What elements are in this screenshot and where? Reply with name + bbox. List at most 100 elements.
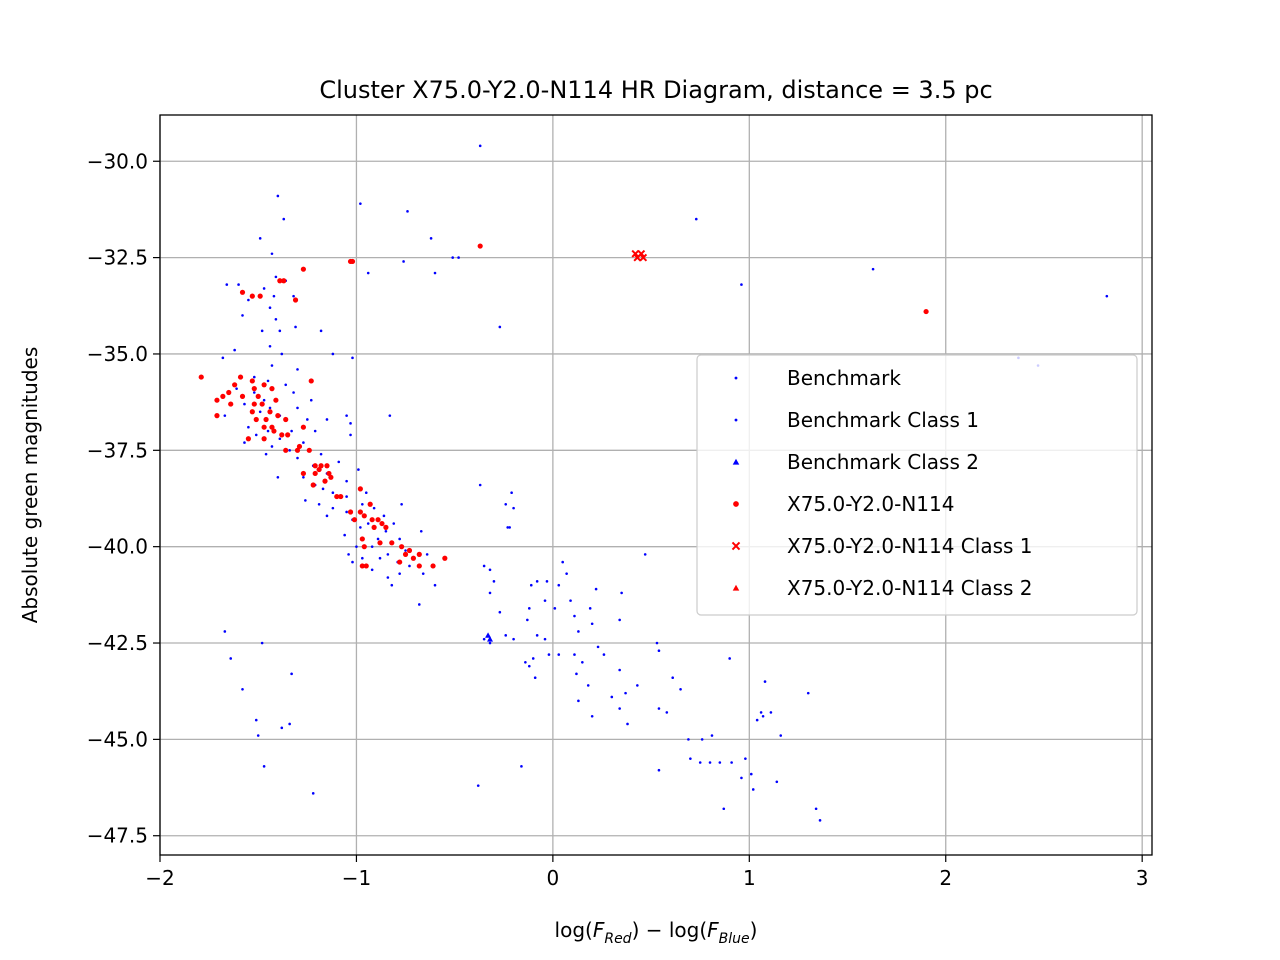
- data-point: [243, 441, 246, 444]
- y-tick-label: −32.5: [87, 246, 148, 270]
- data-point: [527, 607, 531, 610]
- data-point: [249, 378, 255, 384]
- data-point: [700, 738, 704, 741]
- data-point: [283, 447, 289, 453]
- data-point: [364, 491, 368, 495]
- data-point: [633, 253, 642, 262]
- data-point: [687, 738, 690, 741]
- data-point: [442, 555, 448, 561]
- data-point: [594, 587, 598, 591]
- data-point: [268, 306, 272, 310]
- data-point: [338, 493, 344, 500]
- data-point: [283, 416, 289, 423]
- legend: Benchmark Benchmark Class 1 Benchmark Clas…: [696, 354, 1138, 616]
- data-point: [618, 668, 621, 672]
- data-point: [266, 379, 270, 383]
- data-point: [386, 553, 390, 556]
- data-point: [259, 401, 265, 407]
- data-point: [331, 506, 335, 510]
- data-point: [322, 478, 328, 484]
- data-point: [557, 583, 561, 587]
- data-point: [361, 513, 367, 519]
- data-point: [543, 637, 547, 641]
- data-point: [274, 275, 278, 279]
- legend-label: X75.0-Y2.0-N114 Class 1: [787, 534, 1033, 558]
- y-tick-label: −47.5: [87, 824, 148, 848]
- series-2: [485, 632, 494, 642]
- data-point: [237, 374, 244, 380]
- data-point: [226, 389, 232, 396]
- data-point: [271, 428, 277, 434]
- data-point: [512, 506, 515, 510]
- data-point: [294, 447, 301, 453]
- data-point: [317, 502, 321, 506]
- data-point: [198, 374, 204, 380]
- data-point: [262, 398, 266, 402]
- data-point: [482, 564, 486, 568]
- data-point: [361, 556, 364, 560]
- data-point: [379, 520, 385, 527]
- data-point: [284, 383, 288, 387]
- data-point: [302, 441, 305, 444]
- data-point: [665, 711, 669, 714]
- data-point: [488, 591, 492, 595]
- data-point: [349, 258, 356, 265]
- data-point: [294, 325, 297, 329]
- data-point: [296, 443, 303, 450]
- data-point: [508, 526, 511, 529]
- data-point: [285, 432, 291, 438]
- data-point: [228, 401, 234, 407]
- data-point: [359, 202, 362, 205]
- data-point: [324, 463, 330, 469]
- data-point: [406, 210, 409, 213]
- data-point: [755, 718, 759, 722]
- data-point: [357, 468, 360, 471]
- data-point: [728, 657, 731, 660]
- data-point: [510, 491, 513, 495]
- data-point: [370, 545, 374, 548]
- data-point: [311, 792, 315, 795]
- x-tick-label: 1: [743, 866, 756, 890]
- data-point: [300, 470, 306, 477]
- data-point: [498, 325, 502, 329]
- data-point: [561, 560, 564, 564]
- data-point: [278, 437, 282, 441]
- data-point: [708, 761, 712, 764]
- data-point: [296, 406, 299, 410]
- data-point: [531, 657, 535, 660]
- data-point: [347, 553, 350, 556]
- data-point: [278, 329, 282, 333]
- data-point: [253, 416, 259, 423]
- data-point: [588, 607, 592, 610]
- data-point: [363, 563, 369, 569]
- data-point: [308, 378, 314, 384]
- data-point: [655, 641, 659, 645]
- data-point: [389, 540, 395, 546]
- data-point: [321, 487, 325, 491]
- data-point: [239, 393, 246, 399]
- data-point: [255, 393, 261, 399]
- data-point: [280, 726, 284, 730]
- data-point: [306, 447, 312, 453]
- data-point: [263, 416, 269, 423]
- data-point: [325, 418, 329, 421]
- data-point: [247, 425, 250, 429]
- data-point: [398, 537, 401, 541]
- data-point: [430, 563, 436, 569]
- data-point: [310, 482, 316, 488]
- data-point: [273, 397, 279, 403]
- data-point: [740, 283, 743, 286]
- data-point: [565, 572, 568, 575]
- legend-marker: [731, 541, 741, 551]
- data-point: [416, 563, 422, 569]
- x-tick-label: 0: [547, 866, 560, 890]
- data-point: [264, 452, 268, 456]
- legend-marker: [732, 458, 740, 465]
- data-point: [923, 308, 929, 315]
- data-point: [498, 610, 502, 614]
- data-point: [318, 463, 324, 469]
- y-tick-label: −42.5: [87, 631, 148, 655]
- data-point: [581, 660, 584, 664]
- data-point: [433, 583, 437, 587]
- data-point: [262, 765, 266, 768]
